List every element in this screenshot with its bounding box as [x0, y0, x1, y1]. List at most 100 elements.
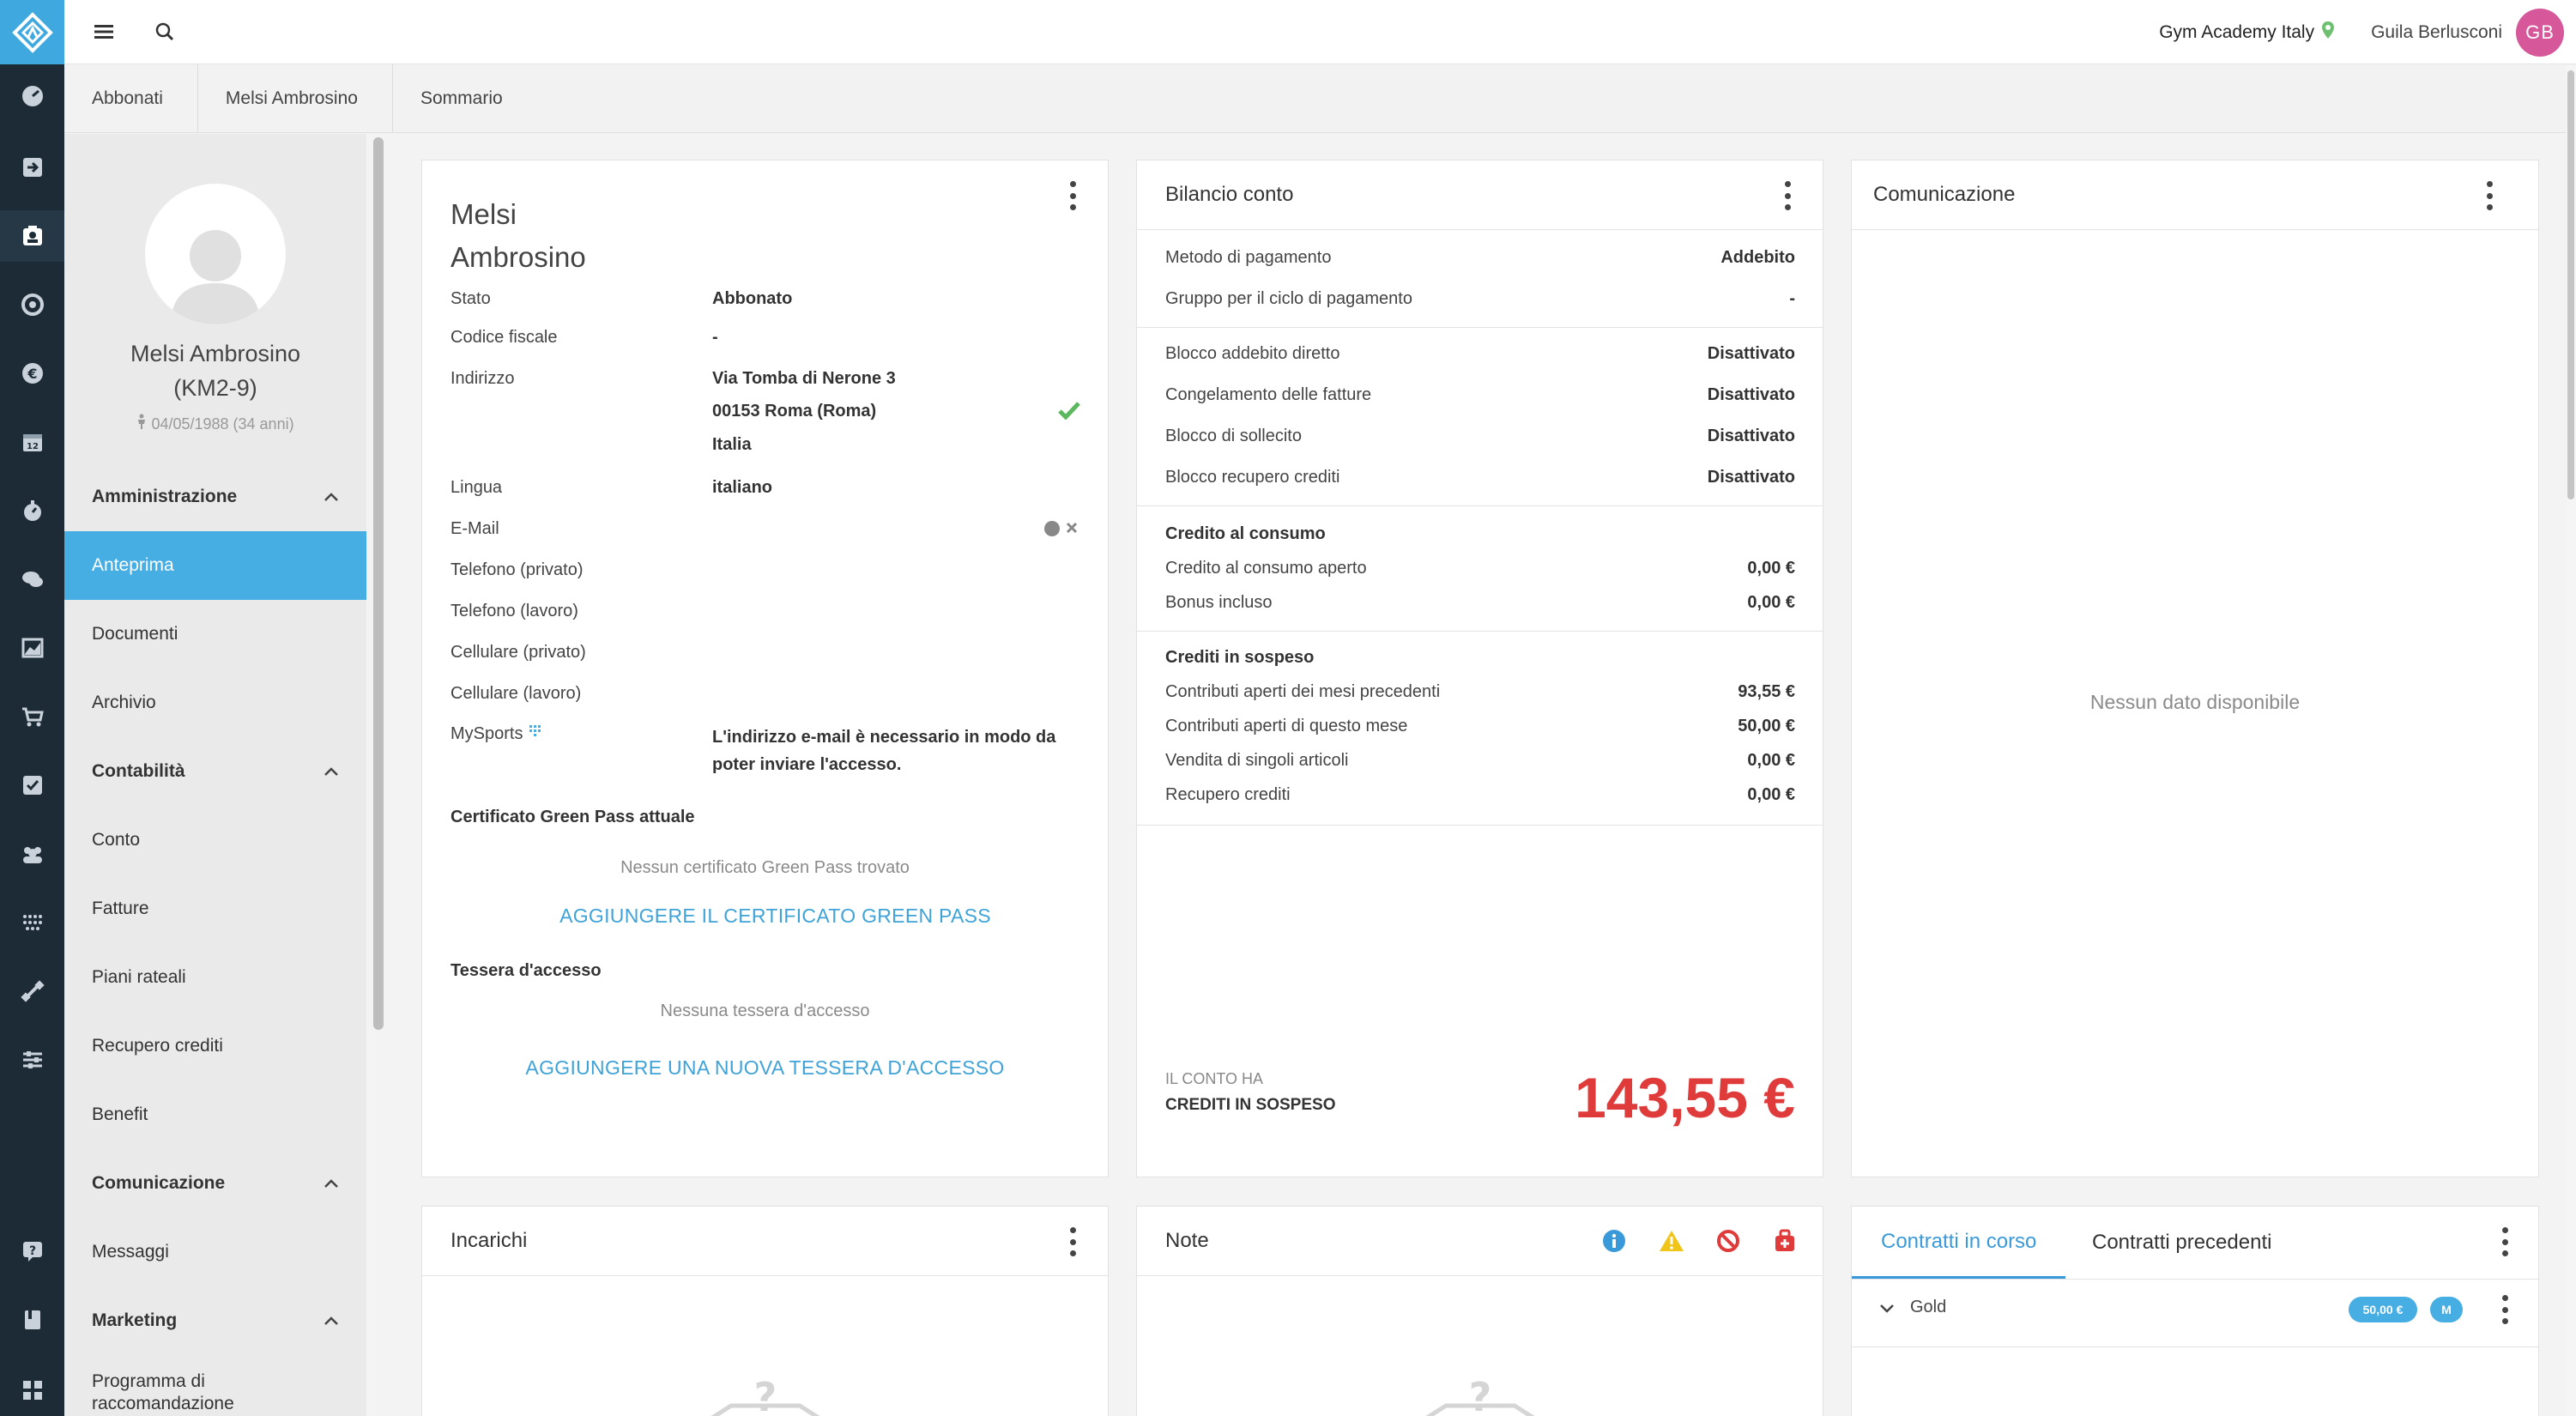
email-status-icon[interactable]	[1043, 519, 1080, 542]
sidebar-item-benefit[interactable]: Benefit	[92, 1104, 148, 1124]
sliders-icon[interactable]	[0, 1034, 64, 1086]
balance-value: Disattivato	[1707, 385, 1795, 404]
chevron-up-icon	[324, 1173, 339, 1194]
member-name: Melsi Ambrosino	[130, 341, 301, 366]
medical-bag-icon[interactable]	[1774, 1229, 1796, 1257]
page-scrollbar-track[interactable]	[2566, 65, 2576, 1416]
section-contabilita[interactable]: Contabilità	[64, 737, 366, 806]
profile-last-name: Ambrosino	[450, 241, 586, 273]
svg-text:12: 12	[27, 442, 39, 451]
balance-value: Disattivato	[1707, 344, 1795, 363]
app-logo[interactable]	[0, 0, 64, 64]
tasks-title: Incarichi	[450, 1229, 528, 1252]
section-marketing[interactable]: Marketing	[64, 1286, 366, 1355]
sidebar-item-fatture[interactable]: Fatture	[92, 899, 149, 918]
cart-icon[interactable]	[0, 691, 64, 742]
more-menu-icon[interactable]	[2485, 181, 2494, 210]
stopwatch-icon[interactable]	[0, 485, 64, 536]
contract-more-menu-icon[interactable]	[2500, 1295, 2509, 1324]
more-menu-icon[interactable]	[2500, 1227, 2509, 1256]
more-menu-icon[interactable]	[1068, 181, 1077, 210]
tab-contracts-previous[interactable]: Contratti precedenti	[2092, 1231, 2272, 1254]
balance-label: Vendita di singoli articoli	[1165, 751, 1349, 770]
tab-contracts-current[interactable]: Contratti in corso	[1852, 1207, 2066, 1279]
sidebar-item-recupero-crediti[interactable]: Recupero crediti	[92, 1036, 223, 1056]
balance-card: Bilancio conto Metodo di pagamento Addeb…	[1136, 160, 1823, 1177]
contract-name[interactable]: Gold	[1910, 1298, 1947, 1316]
user-name[interactable]: Guila Berlusconi	[2371, 21, 2502, 42]
euro-icon[interactable]: €	[0, 348, 64, 399]
page-scrollbar-thumb[interactable]	[2567, 70, 2574, 499]
balance-label: Blocco addebito diretto	[1165, 344, 1340, 363]
dumbbell-icon[interactable]	[0, 965, 64, 1017]
more-menu-icon[interactable]	[1783, 181, 1792, 210]
info-icon[interactable]	[1602, 1229, 1626, 1257]
svg-text:€: €	[27, 366, 37, 382]
menu-icon[interactable]	[89, 17, 118, 46]
field-label: Indirizzo	[450, 369, 515, 388]
empty-box-icon: ?	[1420, 1374, 1540, 1416]
sidebar-item-anteprima[interactable]: Anteprima	[64, 531, 366, 600]
greenpass-empty: Nessun certificato Green Pass trovato	[620, 858, 910, 877]
search-icon[interactable]	[150, 17, 179, 46]
chart-icon[interactable]	[0, 622, 64, 674]
warning-icon[interactable]	[1659, 1229, 1684, 1257]
field-value-indirizzo-2: 00153 Roma (Roma)	[712, 402, 877, 421]
checkin-icon[interactable]	[0, 142, 64, 193]
balance-value: Addebito	[1720, 248, 1795, 267]
calendar-icon[interactable]: 12	[0, 416, 64, 468]
sidebar-item-archivio[interactable]: Archivio	[92, 693, 156, 712]
sidebar-item-documenti[interactable]: Documenti	[92, 624, 178, 644]
apps-icon[interactable]	[0, 1365, 64, 1416]
divider	[1137, 1275, 1823, 1276]
breadcrumb-item[interactable]: Melsi Ambrosino	[198, 64, 393, 133]
svg-text:?: ?	[28, 1244, 35, 1258]
section-comunicazione[interactable]: Comunicazione	[64, 1149, 366, 1218]
balance-value: 93,55 €	[1738, 682, 1795, 701]
book-icon[interactable]	[0, 1294, 64, 1346]
chevron-down-icon[interactable]	[1879, 1303, 1895, 1318]
sidebar-item-piani-rateali[interactable]: Piani rateali	[92, 967, 186, 987]
user-avatar[interactable]: GB	[2516, 8, 2564, 57]
notes-card: Note ?	[1136, 1206, 1823, 1416]
group-icon[interactable]	[0, 828, 64, 880]
divider	[1852, 229, 2538, 230]
more-menu-icon[interactable]	[1068, 1227, 1077, 1256]
field-label: Telefono (lavoro)	[450, 602, 578, 620]
members-icon[interactable]	[0, 210, 64, 262]
sidebar-item-conto[interactable]: Conto	[92, 830, 141, 850]
settings-circle-icon[interactable]	[0, 279, 64, 330]
field-value-lingua: italiano	[712, 478, 773, 497]
access-card-title: Tessera d'accesso	[450, 961, 602, 980]
balance-label: Bonus incluso	[1165, 593, 1273, 612]
balance-label: Metodo di pagamento	[1165, 248, 1332, 267]
divider	[1137, 327, 1823, 328]
add-access-card-button[interactable]: AGGIUNGERE UNA NUOVA TESSERA D'ACCESSO	[525, 1056, 1005, 1079]
grid-dots-icon[interactable]	[0, 897, 64, 948]
contract-price-badge: 50,00 €	[2349, 1297, 2417, 1322]
balance-value: -	[1789, 289, 1795, 308]
gym-name[interactable]: Gym Academy Italy	[2159, 21, 2315, 42]
balance-label: Congelamento delle fatture	[1165, 385, 1372, 404]
balance-value: 0,00 €	[1747, 785, 1795, 804]
dashboard-icon[interactable]	[0, 70, 64, 122]
breadcrumb-item[interactable]: Sommario	[420, 88, 503, 108]
balance-label: Recupero crediti	[1165, 785, 1291, 804]
pending-title: Crediti in sospeso	[1165, 648, 1315, 667]
field-value-codice-fiscale: -	[712, 328, 718, 347]
communication-empty: Nessun dato disponibile	[2089, 691, 2301, 713]
sidebar-item-messaggi[interactable]: Messaggi	[92, 1242, 169, 1262]
add-greenpass-button[interactable]: AGGIUNGERE IL CERTIFICATO GREEN PASS	[559, 905, 991, 927]
sidebar-item-programma-raccomandazione[interactable]: Programma di raccomandazione	[92, 1371, 234, 1413]
field-label: Cellulare (lavoro)	[450, 684, 582, 703]
svg-text:?: ?	[1469, 1375, 1492, 1416]
divider	[1137, 229, 1823, 230]
checkbox-icon[interactable]	[0, 759, 64, 811]
field-label: E-Mail	[450, 519, 499, 538]
forbidden-icon[interactable]	[1716, 1229, 1740, 1257]
help-icon[interactable]: ?	[0, 1225, 64, 1277]
breadcrumb-item[interactable]: Abbonati	[64, 64, 198, 133]
chat-icon[interactable]	[0, 554, 64, 605]
sidebar-scrollbar[interactable]	[373, 137, 384, 1030]
section-amministrazione[interactable]: Amministrazione	[64, 463, 366, 531]
